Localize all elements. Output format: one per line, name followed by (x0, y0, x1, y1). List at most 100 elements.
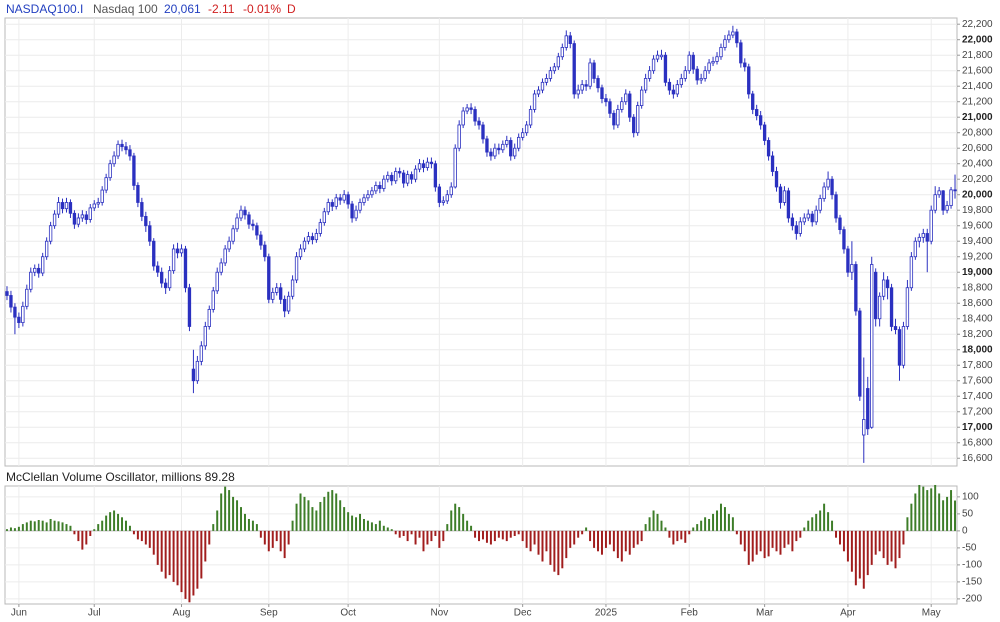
oscillator-bar (545, 530, 548, 552)
oscillator-bar (779, 530, 782, 555)
y-tick-label: -50 (962, 543, 977, 554)
candle-body (885, 279, 890, 289)
candle-body (711, 61, 715, 64)
oscillator-bar (922, 486, 925, 531)
oscillator-bar (886, 530, 889, 565)
candle-body (639, 89, 644, 106)
oscillator-bar (906, 517, 909, 531)
candle-body (465, 107, 469, 112)
x-tick-label: 2025 (595, 608, 618, 619)
candle-body (267, 256, 271, 300)
y-tick-label: 19,400 (962, 236, 993, 247)
oscillator-bar (37, 520, 40, 531)
candle-body (556, 56, 561, 68)
x-tick-label: Aug (173, 608, 191, 619)
oscillator-bar (41, 520, 44, 531)
oscillator-bar (636, 530, 639, 545)
candle-body (624, 93, 628, 103)
candle-body (790, 217, 795, 227)
oscillator-bar (481, 530, 484, 540)
y-tick-label: 20,800 (962, 127, 993, 138)
y-tick-label: 18,600 (962, 298, 993, 309)
candle-body (834, 194, 838, 219)
oscillator-bar (390, 529, 393, 531)
oscillator-bar (882, 530, 885, 559)
oscillator-bar (616, 530, 619, 559)
candle-body (429, 161, 434, 165)
candle-body (140, 202, 144, 217)
candle-body (211, 290, 215, 310)
oscillator-bar (608, 530, 611, 545)
y-tick-label: 19,800 (962, 205, 993, 216)
oscillator-bar (612, 530, 615, 552)
candle-body (282, 298, 287, 312)
x-tick-label: Mar (756, 608, 774, 619)
oscillator-bar (315, 510, 318, 531)
candle-body (247, 214, 251, 225)
candle-body (933, 194, 937, 211)
candle-body (132, 155, 136, 186)
candle-body (663, 54, 668, 83)
oscillator-bar (831, 520, 834, 531)
candle-body (366, 194, 370, 199)
symbol: NASDAQ100.I (6, 2, 83, 16)
oscillator-bar (838, 530, 841, 545)
oscillator-bar (224, 486, 227, 531)
candle-body (513, 147, 517, 157)
candle-body (576, 89, 580, 95)
oscillator-bar (362, 518, 365, 531)
candle-body (167, 270, 172, 289)
candle-body (584, 84, 588, 87)
candle-body (370, 190, 374, 196)
candle-body (921, 233, 925, 238)
y-tick-label: 20,200 (962, 174, 993, 185)
oscillator-bar (846, 530, 849, 562)
candle-body (770, 155, 775, 172)
candle-body (854, 264, 858, 312)
candle-body (108, 163, 112, 179)
oscillator-bar (569, 530, 572, 548)
oscillator-bar (438, 530, 441, 548)
oscillator-bar (117, 513, 120, 531)
oscillator-bar (410, 530, 413, 535)
oscillator-bar (21, 524, 24, 531)
oscillator-bar (394, 530, 397, 535)
oscillator-bar (529, 530, 532, 552)
oscillator-bar (386, 527, 389, 531)
candle-body (314, 233, 319, 241)
candle-body (104, 177, 108, 191)
oscillator-bar (335, 493, 338, 531)
oscillator-bar (850, 530, 853, 572)
candle-body (747, 66, 751, 95)
oscillator-bar (77, 530, 80, 542)
oscillator-bar (930, 488, 933, 531)
oscillator-bar (854, 530, 857, 586)
oscillator-bar (557, 530, 560, 576)
oscillator-bar (25, 522, 28, 531)
oscillator-title: McClellan Volume Oscillator, millions 89… (6, 470, 235, 484)
y-tick-label: 19,600 (962, 220, 993, 231)
oscillator-bar (771, 530, 774, 548)
candle-body (517, 136, 521, 149)
oscillator-bar (73, 530, 76, 535)
candle-body (592, 62, 596, 79)
oscillator-bar (628, 530, 631, 555)
oscillator-bar (819, 510, 822, 531)
oscillator-bar (489, 530, 492, 545)
oscillator-bar (716, 510, 719, 531)
candle-body (806, 213, 810, 219)
oscillator-bar (807, 520, 810, 531)
oscillator-bar (311, 507, 314, 531)
candle-body (762, 124, 767, 141)
oscillator-bar (101, 520, 104, 531)
candle-body (862, 419, 866, 436)
candle-body (687, 54, 691, 72)
candle-body (877, 295, 882, 320)
candle-body (263, 244, 267, 258)
y-tick-label: -150 (962, 577, 982, 588)
x-tick-label: May (922, 608, 941, 619)
oscillator-bar (751, 530, 754, 562)
oscillator-bar (509, 530, 512, 538)
candle-body (235, 217, 239, 230)
oscillator-bar (858, 530, 861, 579)
